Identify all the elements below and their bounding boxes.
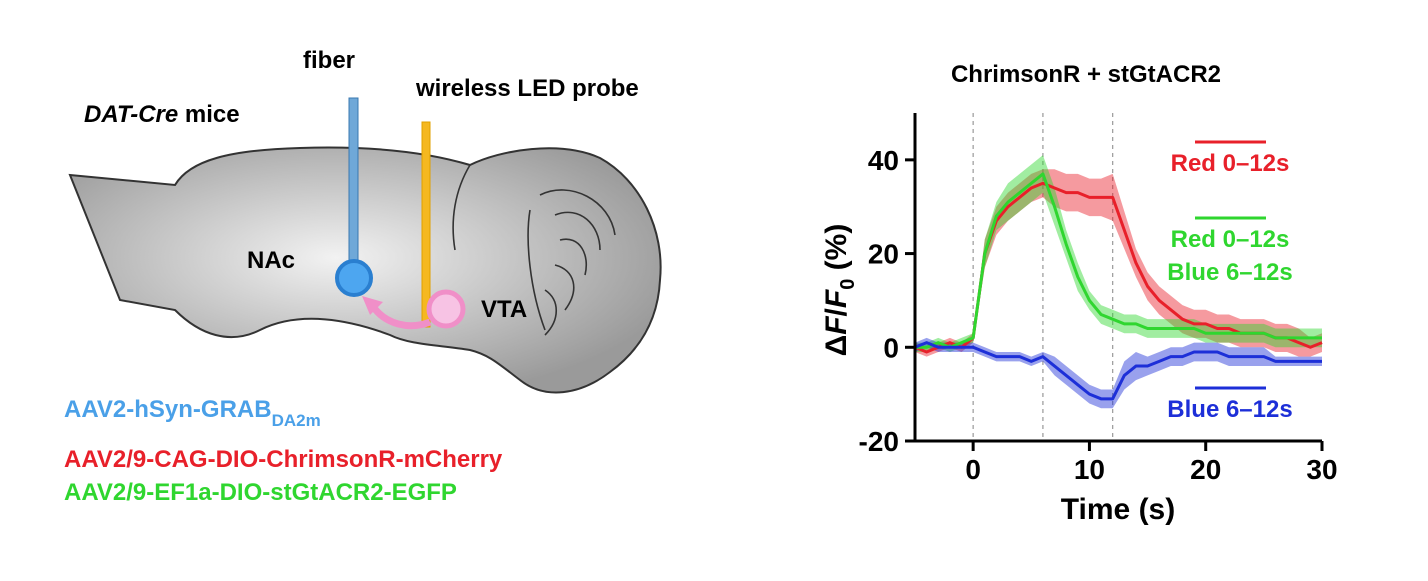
y-label-part: F bbox=[820, 289, 853, 308]
virus-3: AAV2/9-EF1a-DIO-stGtACR2-EGFP bbox=[64, 479, 457, 506]
y-tick-label: 20 bbox=[868, 239, 899, 270]
y-tick-label: 0 bbox=[883, 332, 899, 363]
fiber bbox=[348, 97, 359, 269]
nac-label: NAc bbox=[247, 247, 295, 274]
x-tick-label: 10 bbox=[1074, 454, 1105, 485]
virus-1: AAV2-hSyn-GRABDA2m bbox=[64, 396, 321, 430]
probe-label: wireless LED probe bbox=[415, 75, 639, 102]
cerebellum-folds bbox=[452, 164, 616, 336]
virus-2: AAV2/9-CAG-DIO-ChrimsonR-mCherry bbox=[64, 446, 503, 473]
virus-1-main: AAV2-hSyn-GRAB bbox=[64, 396, 272, 423]
strain: DAT-Cre mice bbox=[84, 101, 240, 128]
fiber-label: fiber bbox=[303, 47, 355, 74]
led-probe bbox=[421, 121, 431, 328]
series-line bbox=[915, 172, 1322, 349]
series-line bbox=[914, 341, 1322, 401]
y-tick-label: -20 bbox=[859, 426, 899, 457]
vta-label: VTA bbox=[481, 296, 527, 323]
y-label-part: F bbox=[820, 316, 853, 335]
y-label-part bbox=[820, 270, 853, 278]
y-label-part: / bbox=[820, 307, 853, 316]
legend-label: Blue 6–12s bbox=[1167, 396, 1292, 423]
projection-arrow bbox=[369, 302, 432, 330]
x-tick-label: 30 bbox=[1306, 454, 1337, 485]
nac-site bbox=[335, 259, 373, 297]
arrow-head bbox=[362, 296, 383, 315]
x-tick-label: 0 bbox=[965, 454, 981, 485]
legend-label: Red 0–12s bbox=[1171, 150, 1290, 177]
chart-title: ChrimsonR + stGtACR2 bbox=[951, 61, 1221, 88]
error-band bbox=[915, 155, 1322, 352]
strain-name: DAT-Cre bbox=[84, 101, 178, 128]
y-tick-label: 40 bbox=[868, 145, 899, 176]
y-axis-label: ΔF/F0 (%) bbox=[820, 224, 859, 357]
vta-site bbox=[426, 289, 466, 329]
legend-label: Red 0–12s bbox=[1171, 226, 1290, 253]
x-axis-label: Time (s) bbox=[1061, 493, 1175, 526]
y-label-part: Δ bbox=[820, 335, 853, 357]
y-label-sub: 0 bbox=[837, 279, 859, 290]
virus-1-sub: DA2m bbox=[272, 411, 321, 430]
x-tick-label: 20 bbox=[1190, 454, 1221, 485]
strain-suffix: mice bbox=[185, 101, 240, 128]
y-label-part: (%) bbox=[820, 224, 853, 271]
legend-label: Blue 6–12s bbox=[1167, 259, 1292, 286]
